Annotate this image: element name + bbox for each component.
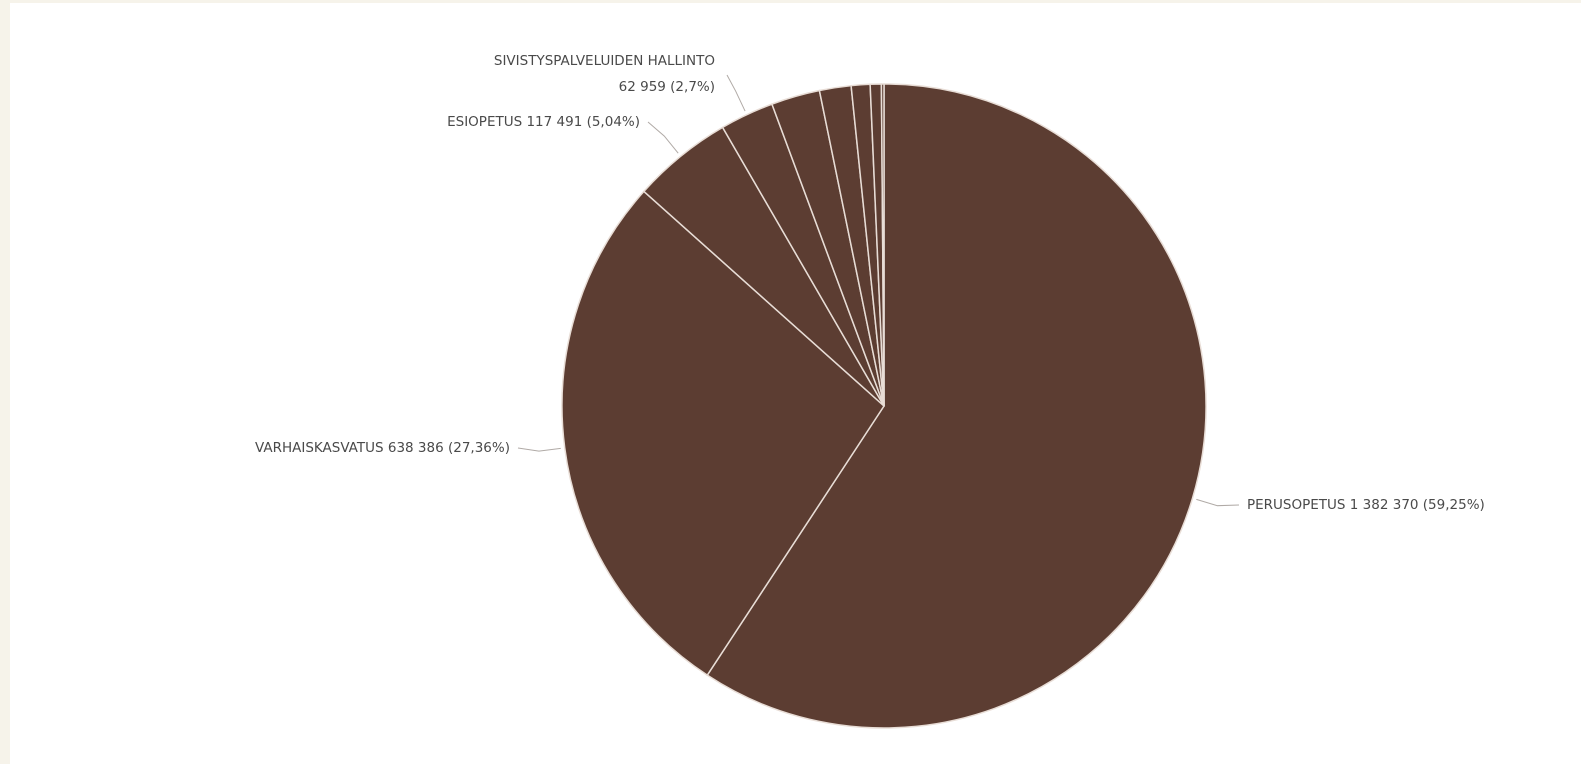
slice-data-label: SIVISTYSPALVELUIDEN HALLINTO: [494, 53, 715, 69]
pie-chart: PERUSOPETUS 1 382 370 (59,25%) VARHAISKAS…: [255, 53, 1485, 729]
slice-data-label: 62 959 (2,7%): [619, 79, 715, 95]
slice-data-label: VARHAISKASVATUS 638 386 (27,36%): [255, 440, 510, 456]
leaders-layer: [517, 74, 1240, 507]
leader-line: [1196, 498, 1240, 507]
slices-layer: [561, 83, 1207, 729]
pie-slice-varhaiskasvatus[interactable]: [561, 190, 885, 676]
slice-data-label: PERUSOPETUS 1 382 370 (59,25%): [1247, 497, 1485, 513]
labels-layer: PERUSOPETUS 1 382 370 (59,25%) VARHAISKAS…: [255, 53, 1485, 513]
pie-slice-unlabeled-8[interactable]: [880, 83, 885, 407]
leader-line: [726, 74, 746, 112]
leader-line: [517, 447, 561, 452]
slice-data-label: ESIOPETUS 117 491 (5,04%): [447, 114, 640, 130]
leader-line: [647, 121, 679, 154]
chart-panel: PERUSOPETUS 1 382 370 (59,25%) VARHAISKAS…: [10, 3, 1581, 764]
pie-slice-perusopetus[interactable]: [706, 83, 1207, 729]
